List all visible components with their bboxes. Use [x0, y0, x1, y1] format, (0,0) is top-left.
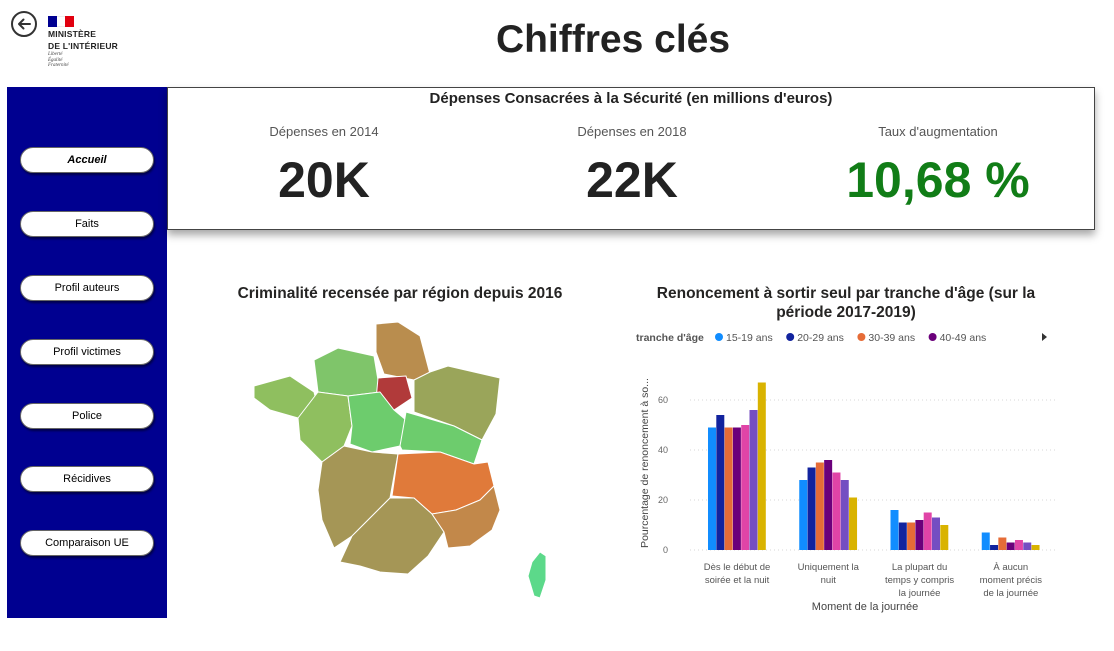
kpi-value: 20K [278, 152, 370, 208]
bar-chart-title: Renoncement à sortir seul par tranche d'… [656, 285, 1036, 321]
region-corse [527, 551, 547, 599]
nav-recidives-button[interactable]: Récidives [20, 466, 154, 492]
nav-comparaison-ue-button[interactable]: Comparaison UE [20, 530, 154, 556]
bar [708, 427, 716, 550]
nav-profil-victimes-button[interactable]: Profil victimes [20, 339, 154, 365]
x-tick-label: À aucun [993, 562, 1028, 573]
ministry-name-line2: DE L'INTÉRIEUR [48, 41, 118, 51]
bar-chart: tranche d'âge 15-19 ans 20-29 ans 30-39 ans… [636, 332, 1055, 613]
bar [932, 517, 940, 550]
bar [1023, 542, 1032, 550]
bar [815, 462, 824, 550]
x-tick-label: Dès le début de [704, 562, 771, 573]
x-axis-title: Moment de la journée [812, 601, 918, 613]
bar [799, 480, 808, 550]
bar [824, 460, 833, 550]
legend-marker [715, 333, 723, 341]
bar [923, 512, 932, 550]
sidebar-nav: Accueil Faits Profil auteurs Profil vict… [7, 87, 167, 618]
page-title: Chiffres clés [495, 18, 731, 61]
x-tick-label: temps y compris [885, 575, 954, 586]
bar [940, 525, 949, 550]
bar [1014, 540, 1023, 550]
bar [807, 467, 816, 550]
y-tick-label: 20 [658, 495, 668, 505]
legend-title: tranche d'âge [636, 332, 704, 344]
nav-profil-auteurs-button[interactable]: Profil auteurs [20, 275, 154, 301]
ministry-name-line1: MINISTÈRE [48, 29, 97, 39]
legend-next-icon[interactable] [1042, 333, 1047, 341]
bar [840, 480, 849, 550]
kpi-panel: Dépenses Consacrées à la Sécurité (en mi… [167, 87, 1095, 230]
region-occitanie [339, 497, 445, 575]
kpi-card-augmentation: Taux d'augmentation 10,68 % [788, 124, 1088, 209]
x-tick-label: soirée et la nuit [705, 575, 770, 586]
x-tick-label: Uniquement la [798, 562, 860, 573]
kpi-value: 10,68 % [846, 152, 1030, 208]
x-tick-label: de la journée [983, 588, 1038, 599]
bar [832, 472, 841, 550]
x-tick-label: la journée [899, 588, 941, 599]
back-button[interactable] [11, 11, 37, 37]
legend-marker [786, 333, 795, 341]
ministry-logo: MINISTÈRE DE L'INTÉRIEUR Liberté Égalité… [48, 16, 138, 69]
nav-police-button[interactable]: Police [20, 403, 154, 429]
bar [849, 497, 858, 550]
kpi-card-2014: Dépenses en 2014 20K [174, 124, 474, 209]
legend-marker [857, 333, 866, 341]
ministry-motto: Liberté Égalité Fraternité [48, 52, 69, 68]
kpi-label: Dépenses en 2018 [577, 124, 687, 139]
bar [981, 532, 990, 550]
kpi-value: 22K [586, 152, 678, 208]
y-tick-label: 40 [658, 445, 668, 455]
bar [732, 427, 741, 550]
bar [757, 382, 766, 550]
kpi-label: Taux d'augmentation [878, 124, 998, 139]
bar [1031, 545, 1040, 550]
y-tick-label: 60 [658, 395, 668, 405]
map-title: Criminalité recensée par région depuis 2… [237, 285, 563, 302]
arrow-left-icon [18, 18, 31, 30]
x-tick-label: nuit [821, 575, 837, 586]
kpi-panel-title: Dépenses Consacrées à la Sécurité (en mi… [429, 90, 833, 107]
kpi-label: Dépenses en 2014 [269, 124, 379, 139]
region-grand-est [413, 365, 501, 441]
legend-label: 20-29 ans [797, 332, 844, 344]
region-provence-alpes-cote-azur [431, 485, 501, 549]
x-tick-label: La plupart du [892, 562, 947, 573]
france-region-map [253, 321, 547, 599]
y-axis-title: Pourcentage de renoncement à so... [639, 378, 651, 548]
nav-faits-button[interactable]: Faits [20, 211, 154, 237]
legend-marker [928, 333, 937, 341]
bar [724, 427, 733, 550]
bar [716, 415, 725, 550]
bar [990, 545, 999, 550]
kpi-card-2018: Dépenses en 2018 22K [482, 124, 782, 209]
bar [915, 520, 924, 550]
region-hauts-de-france [375, 321, 431, 381]
legend-label: 15-19 ans [726, 332, 773, 344]
x-tick-label: moment précis [980, 575, 1043, 586]
bar [890, 510, 899, 550]
bar [749, 410, 758, 550]
legend-label: 30-39 ans [868, 332, 915, 344]
legend-label: 40-49 ans [940, 332, 987, 344]
region-pays-de-la-loire [297, 391, 353, 463]
bar [1006, 542, 1015, 550]
bar [741, 425, 750, 550]
french-flag-icon [48, 16, 75, 27]
bar [907, 522, 916, 550]
nav-accueil-button[interactable]: Accueil [20, 147, 154, 173]
region-normandie [313, 347, 381, 397]
y-tick-label: 0 [663, 545, 668, 555]
bar [898, 522, 907, 550]
bar [998, 537, 1007, 550]
